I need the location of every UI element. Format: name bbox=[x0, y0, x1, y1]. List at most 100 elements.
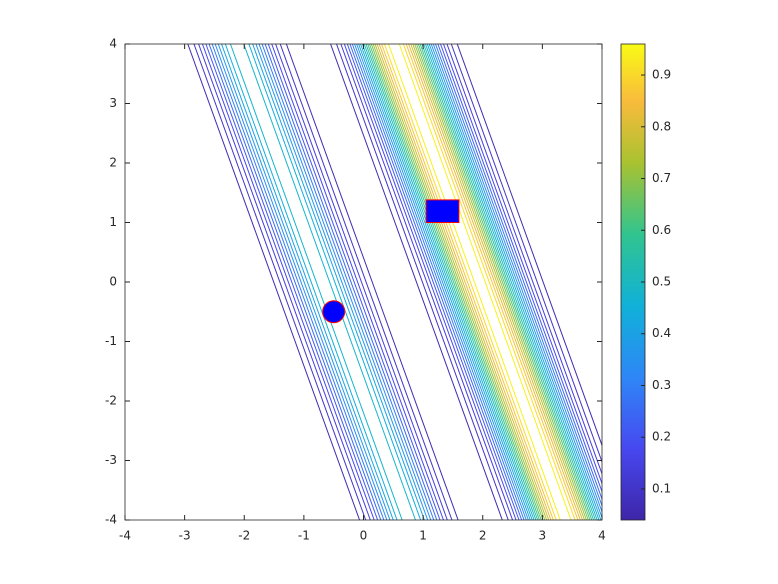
colorbar-tick-label: 0.2 bbox=[652, 430, 671, 444]
contour-line bbox=[374, 44, 548, 520]
contour-line bbox=[424, 44, 598, 520]
contour-line bbox=[264, 44, 438, 520]
colorbar-tick-label: 0.7 bbox=[652, 171, 671, 185]
contour-line bbox=[410, 44, 583, 520]
contour-line bbox=[412, 44, 585, 520]
contour-line bbox=[405, 44, 579, 520]
contour-line bbox=[275, 44, 448, 520]
contour-line bbox=[360, 44, 533, 520]
contour-line bbox=[423, 44, 596, 520]
x-tick-label: 4 bbox=[598, 529, 606, 543]
contour-line bbox=[356, 44, 529, 520]
contour-line bbox=[456, 44, 602, 447]
contour-line bbox=[279, 44, 453, 520]
y-tick-label: 2 bbox=[109, 156, 117, 170]
contour-line bbox=[419, 44, 593, 520]
contour-line bbox=[450, 44, 602, 464]
contour-line bbox=[376, 44, 550, 520]
contour-line bbox=[343, 44, 517, 520]
y-tick-label: -3 bbox=[105, 453, 117, 467]
contour-line bbox=[229, 44, 403, 520]
contour-line bbox=[221, 44, 394, 520]
circle-marker bbox=[322, 300, 346, 324]
y-tick-label: 4 bbox=[109, 37, 117, 51]
x-tick-label: -4 bbox=[119, 529, 131, 543]
contour-line bbox=[285, 44, 459, 520]
contour-line bbox=[252, 44, 425, 520]
contour-line bbox=[258, 44, 432, 520]
contour-line bbox=[248, 44, 422, 520]
contour-line bbox=[346, 44, 520, 520]
colorbar-tick-label: 0.5 bbox=[652, 275, 671, 289]
contour-line bbox=[369, 44, 542, 520]
colorbar-tick-label: 0.3 bbox=[652, 378, 671, 392]
contour-line bbox=[193, 44, 367, 520]
contour-line bbox=[255, 44, 429, 520]
contour-line bbox=[211, 44, 385, 520]
colorbar-tick-label: 0.8 bbox=[652, 119, 671, 133]
rect-marker bbox=[425, 199, 460, 223]
contour-line bbox=[428, 44, 602, 520]
x-tick-label: 0 bbox=[360, 529, 368, 543]
y-tick-label: -2 bbox=[105, 394, 117, 408]
contour-line bbox=[361, 44, 535, 520]
contour-line bbox=[402, 44, 576, 520]
markers bbox=[322, 199, 460, 324]
contour-line bbox=[187, 44, 361, 520]
contour-line bbox=[267, 44, 441, 520]
x-tick-label: 3 bbox=[539, 529, 547, 543]
contour-line bbox=[414, 44, 587, 520]
contour-line bbox=[443, 44, 602, 485]
contour-line bbox=[430, 44, 602, 519]
contour-line bbox=[340, 44, 514, 520]
contour-line bbox=[435, 44, 602, 508]
contour-line bbox=[437, 44, 602, 501]
colorbar-tick-label: 0.1 bbox=[652, 481, 671, 495]
contour-line bbox=[381, 44, 554, 520]
contour-line bbox=[224, 44, 398, 520]
contour-line bbox=[421, 44, 595, 520]
y-tick-label: 3 bbox=[109, 96, 117, 110]
contour-line bbox=[432, 44, 602, 514]
contour-line bbox=[378, 44, 552, 520]
contour-line bbox=[354, 44, 527, 520]
colorbar-tick-label: 0.4 bbox=[652, 326, 671, 340]
colorbar-tick-label: 0.6 bbox=[652, 223, 671, 237]
x-tick-label: -3 bbox=[179, 529, 191, 543]
contour-line bbox=[198, 44, 371, 520]
y-tick-label: 1 bbox=[109, 215, 117, 229]
contour-line bbox=[208, 44, 382, 520]
axes: -4 -3 -2 -1 0 1 2 3 4 -4 -3 -2 -1 0 1 2 3 4 0.1 0.2 0.3 0.4 0.… bbox=[105, 37, 671, 543]
x-tick-label: -1 bbox=[298, 529, 310, 543]
contour-line bbox=[201, 44, 375, 520]
contour-line bbox=[358, 44, 531, 520]
contour-line bbox=[416, 44, 589, 520]
contours bbox=[187, 44, 602, 520]
contour-line bbox=[372, 44, 546, 520]
contour-line bbox=[388, 44, 561, 520]
x-tick-label: -2 bbox=[238, 529, 250, 543]
colorbar-tick-label: 0.9 bbox=[652, 68, 671, 82]
contour-line bbox=[214, 44, 388, 520]
x-tick-label: 2 bbox=[479, 529, 487, 543]
contour-line bbox=[426, 44, 600, 520]
contour-line bbox=[370, 44, 544, 520]
contour-line bbox=[367, 44, 540, 520]
contour-line bbox=[330, 44, 503, 520]
contour-line bbox=[261, 44, 435, 520]
contour-line bbox=[440, 44, 602, 494]
x-tick-label: 1 bbox=[419, 529, 427, 543]
contour-line bbox=[417, 44, 591, 520]
y-tick-label: -4 bbox=[105, 513, 117, 527]
contour-line bbox=[363, 44, 537, 520]
contour-line bbox=[243, 44, 416, 520]
contour-line bbox=[365, 44, 539, 520]
contour-line bbox=[408, 44, 581, 520]
contour-line bbox=[351, 44, 525, 520]
contour-line bbox=[205, 44, 379, 520]
contour-line bbox=[446, 44, 602, 476]
contour-line bbox=[271, 44, 444, 520]
contour-line bbox=[398, 44, 572, 520]
contour-line bbox=[336, 44, 509, 520]
